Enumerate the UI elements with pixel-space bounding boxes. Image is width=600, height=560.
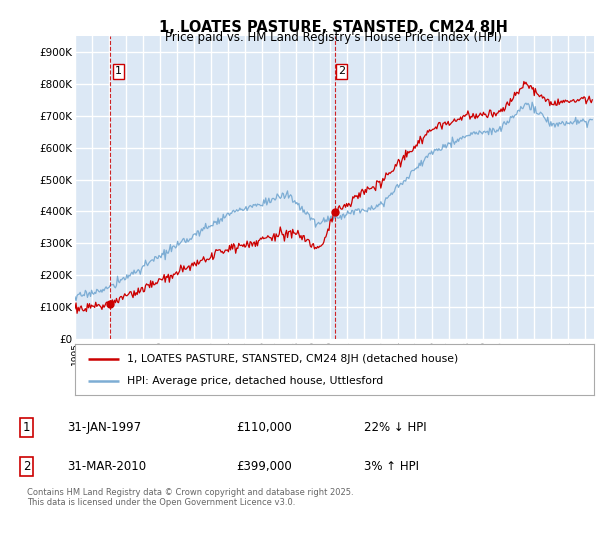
Text: 22% ↓ HPI: 22% ↓ HPI — [364, 421, 427, 434]
Text: 1: 1 — [23, 421, 31, 434]
Text: 2: 2 — [23, 460, 31, 473]
Text: 3% ↑ HPI: 3% ↑ HPI — [364, 460, 419, 473]
Text: Contains HM Land Registry data © Crown copyright and database right 2025.
This d: Contains HM Land Registry data © Crown c… — [26, 488, 353, 507]
Text: 1: 1 — [115, 67, 122, 76]
Text: 31-MAR-2010: 31-MAR-2010 — [67, 460, 146, 473]
Text: 1, LOATES PASTURE, STANSTED, CM24 8JH (detached house): 1, LOATES PASTURE, STANSTED, CM24 8JH (d… — [127, 353, 458, 363]
Text: 2: 2 — [338, 67, 345, 76]
Text: HPI: Average price, detached house, Uttlesford: HPI: Average price, detached house, Uttl… — [127, 376, 383, 386]
Text: £399,000: £399,000 — [236, 460, 292, 473]
Text: £110,000: £110,000 — [236, 421, 292, 434]
Text: Price paid vs. HM Land Registry's House Price Index (HPI): Price paid vs. HM Land Registry's House … — [164, 31, 502, 44]
Text: 1, LOATES PASTURE, STANSTED, CM24 8JH: 1, LOATES PASTURE, STANSTED, CM24 8JH — [158, 20, 508, 35]
Text: 31-JAN-1997: 31-JAN-1997 — [67, 421, 142, 434]
